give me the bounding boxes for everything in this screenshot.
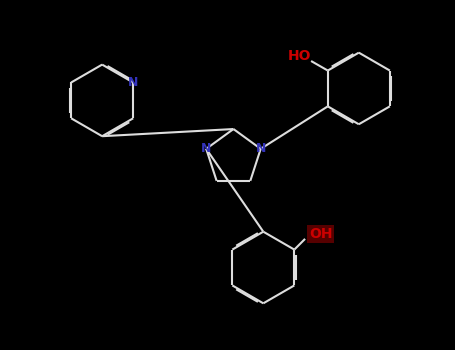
Text: N: N xyxy=(256,142,266,155)
Text: HO: HO xyxy=(288,49,311,63)
Text: N: N xyxy=(201,142,212,155)
Text: N: N xyxy=(128,76,138,89)
Text: OH: OH xyxy=(309,227,332,241)
